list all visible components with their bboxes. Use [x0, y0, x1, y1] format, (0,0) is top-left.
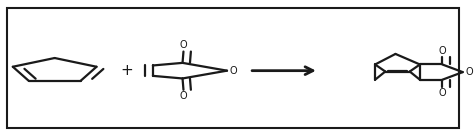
- Text: O: O: [180, 91, 187, 101]
- Text: O: O: [180, 41, 187, 50]
- FancyBboxPatch shape: [7, 8, 459, 128]
- Text: O: O: [438, 46, 446, 56]
- Text: +: +: [120, 63, 133, 78]
- Text: O: O: [465, 67, 473, 77]
- Text: O: O: [229, 66, 237, 76]
- Text: O: O: [438, 88, 446, 98]
